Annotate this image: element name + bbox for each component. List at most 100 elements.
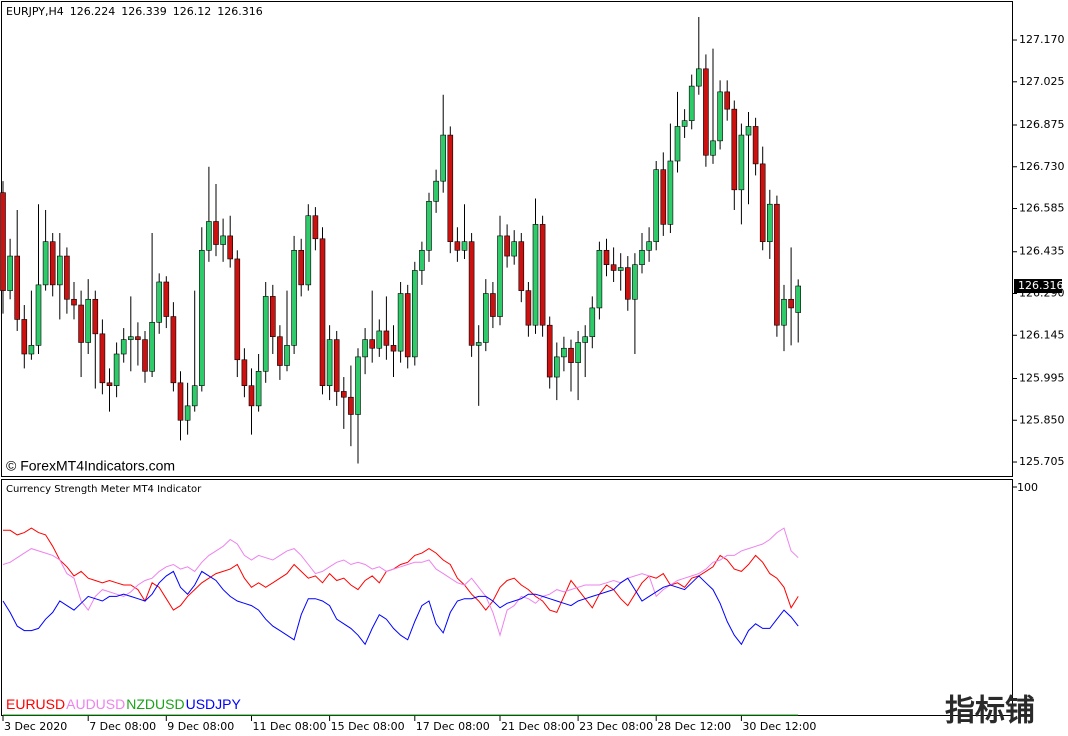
candle-body <box>717 91 723 142</box>
header-low: 126.12 <box>173 5 212 18</box>
x-tick-label: 28 Dec 12:00 <box>657 720 731 733</box>
x-tick-label: 21 Dec 08:00 <box>501 720 575 733</box>
candle-body <box>461 241 468 251</box>
candle-body <box>298 250 305 286</box>
candle-body <box>305 215 312 286</box>
candle-body <box>575 342 581 363</box>
candle-body <box>610 264 617 271</box>
candle-body <box>28 345 35 355</box>
candle-body <box>397 293 404 352</box>
candle-body <box>411 270 418 358</box>
candle-body <box>369 339 376 349</box>
candle-body <box>681 120 688 127</box>
candle-body <box>426 201 432 251</box>
candle-body <box>184 405 191 421</box>
candle-body <box>766 203 773 242</box>
y-tick-label: 126.145 <box>1019 328 1065 341</box>
candle-body <box>582 336 589 343</box>
candle-body <box>390 345 397 352</box>
indicator-line <box>2 570 799 646</box>
candle-body <box>362 339 368 358</box>
candle-body <box>7 255 13 291</box>
candle-body <box>241 359 248 386</box>
y-tick-label: 126.585 <box>1019 202 1065 215</box>
candle-body <box>433 180 439 202</box>
candle-body <box>206 221 212 251</box>
candle-body <box>312 215 319 240</box>
candle-body <box>490 293 496 317</box>
candle-body <box>99 333 106 384</box>
x-tick-label: 7 Dec 08:00 <box>89 720 156 733</box>
corner-watermark: 指标铺 <box>945 694 1035 729</box>
candle-body <box>646 241 652 251</box>
y-tick-label: 126.875 <box>1019 118 1065 131</box>
candle-body <box>482 293 489 343</box>
watermark: © ForexMT4Indicators.com <box>6 458 175 474</box>
candle-body <box>49 241 56 286</box>
y-tick-label: 126.730 <box>1019 160 1065 173</box>
candle-body <box>156 281 162 323</box>
y-tick-label: 125.705 <box>1019 455 1065 468</box>
candle-body <box>120 339 127 355</box>
candle-body <box>0 192 6 291</box>
candle-body <box>532 224 539 326</box>
candle-body <box>419 250 425 271</box>
candle-body <box>326 339 333 386</box>
candle-body <box>539 224 546 326</box>
candle-body <box>788 298 794 309</box>
candle-body <box>504 235 510 257</box>
x-tick-label: 17 Dec 08:00 <box>416 720 490 733</box>
candle-body <box>781 298 787 326</box>
candle-body <box>546 324 553 378</box>
candle-body <box>142 339 148 372</box>
candle-body <box>92 298 99 335</box>
candle-body <box>454 241 461 251</box>
legend-entry: AUDUSD <box>66 696 126 712</box>
candle-body <box>688 85 695 121</box>
candle-body <box>269 296 276 338</box>
candle-body <box>376 330 383 349</box>
candle-body <box>731 108 738 191</box>
candle-body <box>710 140 716 156</box>
candle-body <box>759 163 766 242</box>
candle-body <box>227 235 233 260</box>
candle-body <box>561 347 567 358</box>
y-tick-label: 127.170 <box>1019 33 1065 46</box>
candle-body <box>404 293 411 358</box>
candle-body <box>795 285 802 313</box>
candle-body <box>383 330 390 346</box>
candle-body <box>695 68 702 87</box>
candle-body <box>660 169 667 225</box>
candle-body <box>568 347 574 363</box>
candle-body <box>262 296 269 372</box>
price-marker-label: 126.316 <box>1018 279 1064 292</box>
candle-body <box>774 203 780 326</box>
candle-body <box>703 68 709 156</box>
candle-body <box>113 353 120 386</box>
candle-body <box>56 255 63 286</box>
header-open: 126.224 <box>70 5 116 18</box>
candle-body <box>752 126 759 165</box>
legend-entry: USDJPY <box>185 696 241 712</box>
candle-body <box>248 385 255 407</box>
candle-body <box>340 391 347 398</box>
legend-entry: NZDUSD <box>126 696 185 712</box>
header-high: 126.339 <box>121 5 167 18</box>
y-tick-label: 100 <box>1017 481 1038 494</box>
candle-body <box>511 241 518 257</box>
candle-body <box>135 336 141 340</box>
candle-body <box>589 307 596 338</box>
candle-body <box>355 356 361 415</box>
candle-body <box>553 356 560 378</box>
candle-body <box>220 235 226 245</box>
candle-body <box>78 304 84 343</box>
y-tick-label: 127.025 <box>1019 75 1065 88</box>
candle-body <box>14 255 20 320</box>
y-tick-label: 125.850 <box>1019 413 1065 426</box>
candle-body <box>64 255 70 300</box>
candle-body <box>199 250 205 386</box>
symbol-label: EURJPY,H4 126.224 126.339 126.12 126.316 <box>6 5 263 18</box>
